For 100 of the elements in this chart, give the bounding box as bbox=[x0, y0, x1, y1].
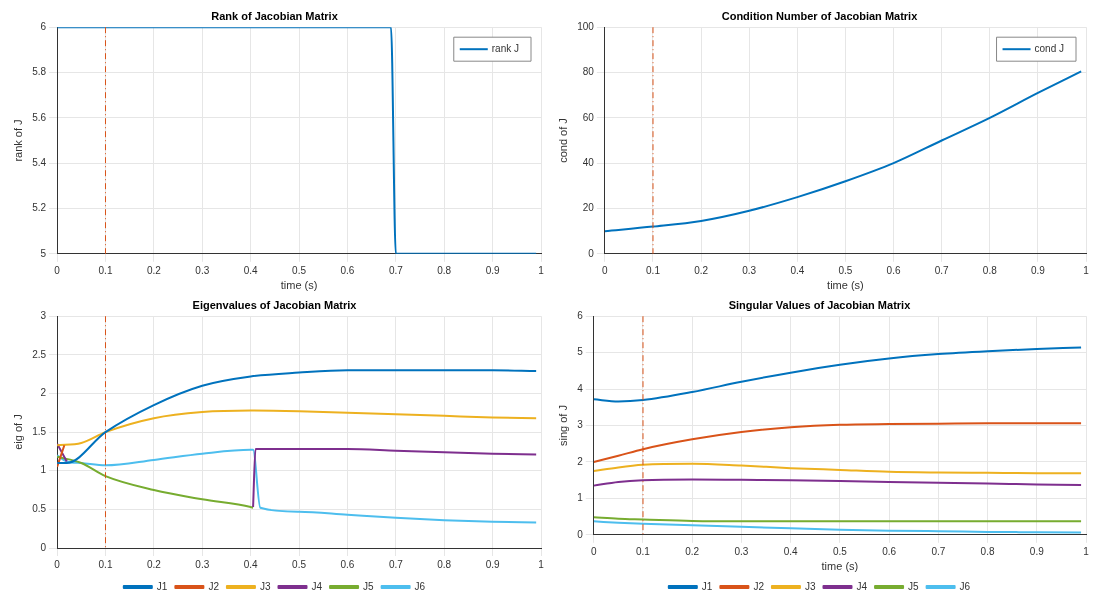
legend-label: J6 bbox=[414, 580, 426, 592]
line-series bbox=[57, 409, 538, 447]
x-tick-label: 0.3 bbox=[742, 264, 757, 276]
x-tick-label: 0.4 bbox=[790, 264, 805, 276]
x-tick-label: 0.6 bbox=[340, 558, 355, 570]
legend-label: J5 bbox=[363, 580, 375, 592]
legend-label: J1 bbox=[701, 580, 713, 592]
x-axis-title: time (s) bbox=[280, 279, 318, 292]
y-tick-label: 3 bbox=[40, 309, 47, 321]
x-tick-label: 1 bbox=[1083, 545, 1090, 557]
x-tick-label: 0.3 bbox=[734, 545, 749, 557]
y-tick-label: 1 bbox=[577, 492, 584, 504]
y-tick-label: 5.2 bbox=[32, 202, 47, 214]
x-tick-label: 0.9 bbox=[1029, 545, 1045, 557]
line-series bbox=[57, 369, 538, 465]
y-tick-label: 2 bbox=[40, 387, 47, 399]
line-series bbox=[593, 462, 1083, 475]
y-tick-label: 0.5 bbox=[32, 503, 47, 515]
x-tick-label: 1 bbox=[538, 558, 545, 570]
line-series bbox=[593, 478, 1083, 487]
x-tick-label: 0.2 bbox=[146, 558, 162, 570]
x-tick-label: 0.7 bbox=[388, 558, 404, 570]
x-tick-label: 0.9 bbox=[1030, 264, 1046, 276]
y-tick-label: 0 bbox=[577, 528, 584, 540]
legend-label: J3 bbox=[804, 580, 816, 592]
x-tick-label: 0.5 bbox=[832, 545, 848, 557]
line-series bbox=[57, 455, 255, 509]
x-tick-label: 0.2 bbox=[685, 545, 700, 557]
x-tick-label: 0.4 bbox=[783, 545, 799, 557]
y-tick-label: 60 bbox=[582, 111, 595, 123]
y-tick-label: 6 bbox=[40, 20, 47, 32]
y-tick-label: 6 bbox=[577, 309, 584, 321]
x-tick-label: 0.1 bbox=[98, 558, 113, 570]
x-tick-label: 0.6 bbox=[340, 264, 355, 276]
y-tick-label: 5.8 bbox=[32, 66, 47, 78]
legend-label: J2 bbox=[753, 580, 765, 592]
x-tick-label: 0.7 bbox=[388, 264, 404, 276]
x-tick-label: 0.1 bbox=[98, 264, 113, 276]
x-tick-label: 0.1 bbox=[646, 264, 661, 276]
y-tick-label: 0 bbox=[588, 247, 595, 259]
y-axis-title: rank of J bbox=[11, 119, 24, 162]
y-tick-label: 5.4 bbox=[32, 156, 47, 168]
x-tick-label: 0.8 bbox=[437, 264, 452, 276]
x-tick-label: 0.6 bbox=[886, 264, 901, 276]
x-tick-label: 0.8 bbox=[437, 558, 452, 570]
legend-label: J4 bbox=[311, 580, 323, 592]
y-axis-title: eig of J bbox=[11, 414, 24, 450]
chart-title: Singular Values of Jacobian Matrix bbox=[728, 298, 912, 311]
legend-label: J5 bbox=[908, 580, 920, 592]
y-tick-label: 40 bbox=[582, 156, 595, 168]
line-series bbox=[593, 346, 1083, 403]
x-tick-label: 0 bbox=[602, 264, 609, 276]
x-tick-label: 0.5 bbox=[292, 264, 307, 276]
legend-label: J1 bbox=[156, 580, 168, 592]
x-tick-label: 0.7 bbox=[934, 264, 950, 276]
y-tick-label: 80 bbox=[582, 66, 595, 78]
x-tick-label: 0.3 bbox=[195, 264, 210, 276]
chart-title: Condition Number of Jacobian Matrix bbox=[721, 9, 919, 22]
x-tick-label: 0.2 bbox=[146, 264, 162, 276]
y-tick-label: 20 bbox=[582, 202, 595, 214]
line-series bbox=[604, 70, 1083, 233]
x-tick-label: 0.3 bbox=[195, 558, 210, 570]
chart-title: Rank of Jacobian Matrix bbox=[211, 9, 339, 22]
line-series bbox=[57, 448, 538, 524]
x-tick-label: 0.7 bbox=[931, 545, 946, 557]
y-tick-label: 4 bbox=[577, 382, 584, 394]
y-tick-label: 3 bbox=[577, 419, 584, 431]
y-axis-title: cond of J bbox=[556, 118, 569, 163]
x-tick-label: 0.8 bbox=[982, 264, 998, 276]
y-tick-label: 1.5 bbox=[32, 425, 47, 437]
x-tick-label: 1 bbox=[538, 264, 545, 276]
y-axis-title: sing of J bbox=[556, 405, 569, 446]
x-tick-label: 0.8 bbox=[980, 545, 995, 557]
x-axis-title: time (s) bbox=[827, 279, 864, 292]
y-tick-label: 2 bbox=[577, 455, 584, 467]
x-tick-label: 1 bbox=[1083, 264, 1090, 276]
x-axis-title: time (s) bbox=[821, 560, 859, 573]
x-tick-label: 0.1 bbox=[636, 545, 651, 557]
x-tick-label: 0.2 bbox=[694, 264, 709, 276]
y-tick-label: 100 bbox=[577, 20, 595, 32]
x-tick-label: 0 bbox=[54, 264, 61, 276]
y-tick-label: 5 bbox=[577, 346, 584, 358]
chart-title: Eigenvalues of Jacobian Matrix bbox=[192, 298, 358, 311]
legend-label: J3 bbox=[259, 580, 271, 592]
line-series bbox=[593, 520, 1083, 534]
x-tick-label: 0.5 bbox=[838, 264, 853, 276]
x-tick-label: 0.9 bbox=[485, 558, 500, 570]
x-tick-label: 0.5 bbox=[292, 558, 307, 570]
y-tick-label: 5.6 bbox=[32, 111, 47, 123]
legend-label: J6 bbox=[959, 580, 971, 592]
legend-label: J4 bbox=[856, 580, 868, 592]
y-tick-label: 1 bbox=[40, 464, 47, 476]
x-tick-label: 0.9 bbox=[485, 264, 500, 276]
x-tick-label: 0.4 bbox=[243, 558, 259, 570]
x-tick-label: 0 bbox=[54, 558, 61, 570]
legend-label: rank J bbox=[491, 42, 519, 54]
legend-label: J2 bbox=[208, 580, 220, 592]
legend-label: cond J bbox=[1034, 42, 1065, 54]
x-tick-label: 0.6 bbox=[882, 545, 897, 557]
y-tick-label: 5 bbox=[40, 247, 47, 259]
